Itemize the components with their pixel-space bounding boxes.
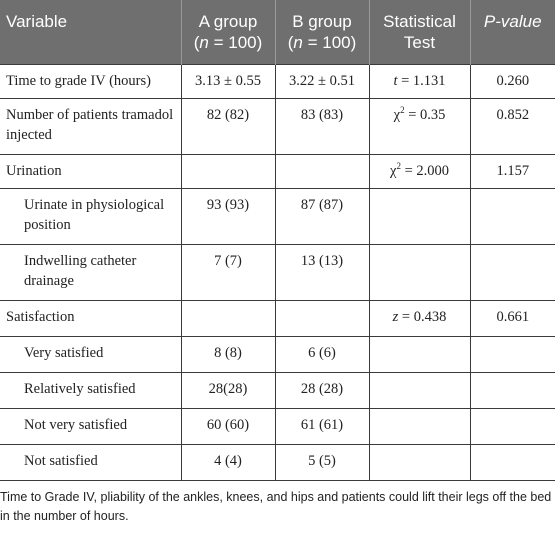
test-value: = 2.000	[400, 162, 449, 179]
cell-test	[368, 243, 471, 301]
cell-test: χ2 = 2.000	[368, 153, 471, 189]
header-b-group-n: (n = 100)	[287, 33, 357, 52]
header-b-group: B group (n = 100)	[274, 0, 369, 64]
cell-p-value	[469, 371, 555, 409]
cell-a-group: 7 (7)	[180, 243, 276, 301]
cell-p-value	[469, 243, 555, 301]
cell-p-value: 1.157	[469, 153, 555, 189]
cell-b-group: 87 (87)	[274, 187, 370, 245]
table-row: Very satisfied 8 (8) 6 (6)	[0, 335, 555, 373]
header-a-group-label: A group	[198, 12, 258, 31]
results-table: Variable A group (n = 100) B group (n = …	[0, 0, 555, 481]
cell-variable: Not very satisfied	[0, 407, 182, 445]
cell-p-value: 0.661	[469, 299, 555, 337]
chi-symbol: χ	[393, 106, 401, 123]
cell-a-group: 3.13 ± 0.55	[180, 63, 276, 99]
header-p-value: P-value	[469, 0, 555, 64]
cell-b-group: 6 (6)	[274, 335, 370, 373]
table-footnote: Time to Grade IV, pliability of the ankl…	[0, 490, 552, 523]
cell-test	[368, 187, 471, 245]
cell-a-group: 93 (93)	[180, 187, 276, 245]
cell-test: χ2 = 0.35	[368, 97, 471, 155]
cell-b-group	[274, 153, 370, 189]
cell-variable: Urination	[0, 153, 182, 189]
header-row: Variable A group (n = 100) B group (n = …	[0, 0, 555, 64]
table-row: Relatively satisfied 28(28) 28 (28)	[0, 371, 555, 409]
table-row: Not very satisfied 60 (60) 61 (61)	[0, 407, 555, 445]
cell-test	[368, 371, 471, 409]
cell-b-group: 83 (83)	[274, 97, 370, 155]
cell-a-group	[180, 153, 276, 189]
table-row: Number of patients tramadol injected 82 …	[0, 97, 555, 155]
cell-p-value	[469, 187, 555, 245]
cell-p-value	[469, 335, 555, 373]
cell-variable: Satisfaction	[0, 299, 182, 337]
cell-variable: Urinate in physiological position	[0, 187, 182, 245]
header-a-group: A group (n = 100)	[180, 0, 275, 64]
cell-a-group: 28(28)	[180, 371, 276, 409]
header-variable: Variable	[0, 0, 181, 64]
cell-b-group	[274, 299, 370, 337]
cell-a-group: 82 (82)	[180, 97, 276, 155]
test-value: = 0.35	[404, 106, 446, 123]
chi-superscript: 2	[396, 160, 401, 171]
cell-variable: Relatively satisfied	[0, 371, 182, 409]
chi-symbol: χ	[390, 162, 397, 179]
cell-test	[368, 407, 471, 445]
cell-b-group: 5 (5)	[274, 443, 370, 481]
cell-test	[368, 443, 471, 481]
cell-test	[368, 335, 471, 373]
cell-p-value: 0.852	[469, 97, 555, 155]
table-row: Indwelling catheter drainage 7 (7) 13 (1…	[0, 243, 555, 301]
cell-p-value	[469, 443, 555, 481]
table-row: Satisfaction z = 0.438 0.661	[0, 299, 555, 337]
cell-variable: Time to grade IV (hours)	[0, 63, 182, 99]
cell-variable: Not satisfied	[0, 443, 182, 481]
header-b-group-label: B group	[292, 12, 352, 31]
cell-a-group	[180, 299, 276, 337]
cell-b-group: 3.22 ± 0.51	[274, 63, 370, 99]
cell-b-group: 28 (28)	[274, 371, 370, 409]
table-row: Time to grade IV (hours) 3.13 ± 0.55 3.2…	[0, 63, 555, 99]
table-row: Urination χ2 = 2.000 1.157	[0, 153, 555, 189]
chi-superscript: 2	[400, 104, 405, 115]
cell-b-group: 13 (13)	[274, 243, 370, 301]
table-row: Urinate in physiological position 93 (93…	[0, 187, 555, 245]
header-statistical-test: Statistical Test	[368, 0, 470, 64]
cell-b-group: 61 (61)	[274, 407, 370, 445]
cell-variable: Number of patients tramadol injected	[0, 97, 182, 155]
cell-variable: Indwelling catheter drainage	[0, 243, 182, 301]
cell-test: z = 0.438	[368, 299, 471, 337]
table-row: Not satisfied 4 (4) 5 (5)	[0, 443, 555, 481]
cell-variable: Very satisfied	[0, 335, 182, 373]
header-a-group-n: (n = 100)	[193, 33, 263, 52]
cell-a-group: 8 (8)	[180, 335, 276, 373]
cell-a-group: 4 (4)	[180, 443, 276, 481]
cell-p-value	[469, 407, 555, 445]
cell-test: t = 1.131	[368, 63, 471, 99]
cell-a-group: 60 (60)	[180, 407, 276, 445]
cell-p-value: 0.260	[469, 63, 555, 99]
